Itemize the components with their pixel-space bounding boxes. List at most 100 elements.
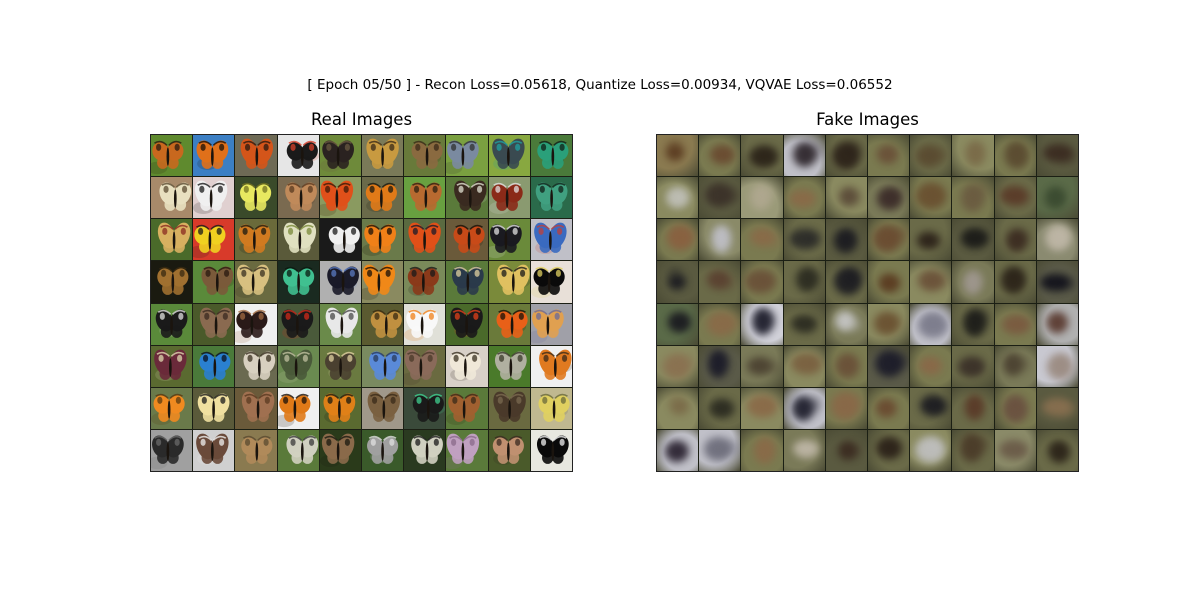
fake-image-tile xyxy=(783,429,825,471)
real-image-tile xyxy=(319,177,361,219)
real-image-tile xyxy=(362,429,404,471)
fake-images-grid xyxy=(656,134,1079,472)
real-image-tile xyxy=(235,345,277,387)
real-image-tile xyxy=(530,429,572,471)
fake-image-tile xyxy=(783,177,825,219)
real-image-tile xyxy=(151,261,193,303)
real-image-tile xyxy=(362,219,404,261)
fake-image-tile xyxy=(825,387,867,429)
real-image-tile xyxy=(488,135,530,177)
real-image-tile xyxy=(446,219,488,261)
fake-image-tile xyxy=(741,135,783,177)
real-image-tile xyxy=(235,429,277,471)
fake-image-tile xyxy=(699,135,741,177)
real-image-tile xyxy=(319,387,361,429)
fake-image-tile xyxy=(699,261,741,303)
real-image-tile xyxy=(235,177,277,219)
fake-image-tile xyxy=(1036,345,1078,387)
real-images-title: Real Images xyxy=(310,110,413,129)
fake-image-tile xyxy=(868,429,910,471)
real-image-tile xyxy=(446,261,488,303)
fake-image-tile xyxy=(868,345,910,387)
real-image-tile xyxy=(277,387,319,429)
real-image-tile xyxy=(404,135,446,177)
fake-image-tile xyxy=(825,177,867,219)
real-image-tile xyxy=(362,177,404,219)
real-image-tile xyxy=(404,261,446,303)
figure-title: [ Epoch 05/50 ] - Recon Loss=0.05618, Qu… xyxy=(307,77,893,93)
real-image-tile xyxy=(151,345,193,387)
fake-image-tile xyxy=(910,345,952,387)
fake-image-tile xyxy=(910,261,952,303)
fake-image-tile xyxy=(1036,429,1078,471)
real-image-tile xyxy=(488,303,530,345)
real-image-tile xyxy=(446,303,488,345)
real-image-tile xyxy=(277,135,319,177)
fake-image-tile xyxy=(868,177,910,219)
real-image-tile xyxy=(530,261,572,303)
real-image-tile xyxy=(362,135,404,177)
fake-image-tile xyxy=(657,387,699,429)
fake-image-tile xyxy=(952,345,994,387)
fake-image-tile xyxy=(699,177,741,219)
real-image-tile xyxy=(488,261,530,303)
fake-image-tile xyxy=(657,345,699,387)
real-image-tile xyxy=(193,303,235,345)
fake-image-tile xyxy=(910,219,952,261)
real-image-tile xyxy=(277,429,319,471)
real-image-tile xyxy=(530,303,572,345)
real-image-tile xyxy=(277,303,319,345)
fake-image-tile xyxy=(783,303,825,345)
real-image-tile xyxy=(319,345,361,387)
real-image-tile xyxy=(151,387,193,429)
fake-image-tile xyxy=(952,303,994,345)
real-image-tile xyxy=(488,345,530,387)
fake-image-tile xyxy=(994,135,1036,177)
real-image-tile xyxy=(193,177,235,219)
real-image-tile xyxy=(446,429,488,471)
fake-image-tile xyxy=(952,387,994,429)
real-image-tile xyxy=(530,135,572,177)
fake-image-tile xyxy=(952,219,994,261)
real-image-tile xyxy=(446,387,488,429)
fake-image-tile xyxy=(910,135,952,177)
real-image-tile xyxy=(193,345,235,387)
real-image-tile xyxy=(362,261,404,303)
fake-image-tile xyxy=(952,177,994,219)
real-image-tile xyxy=(235,219,277,261)
fake-image-tile xyxy=(699,345,741,387)
fake-image-tile xyxy=(1036,177,1078,219)
fake-image-tile xyxy=(699,303,741,345)
real-image-tile xyxy=(319,135,361,177)
fake-image-tile xyxy=(741,219,783,261)
real-image-tile xyxy=(151,177,193,219)
fake-image-tile xyxy=(868,387,910,429)
real-image-tile xyxy=(362,345,404,387)
fake-image-tile xyxy=(868,261,910,303)
real-image-tile xyxy=(235,261,277,303)
real-images-grid xyxy=(150,134,573,472)
real-image-tile xyxy=(488,429,530,471)
fake-image-tile xyxy=(657,219,699,261)
fake-images-title: Fake Images xyxy=(816,110,919,129)
real-image-tile xyxy=(193,429,235,471)
real-image-tile xyxy=(277,219,319,261)
fake-image-tile xyxy=(699,429,741,471)
real-image-tile xyxy=(362,387,404,429)
real-image-tile xyxy=(235,303,277,345)
fake-image-tile xyxy=(783,345,825,387)
fake-image-tile xyxy=(783,135,825,177)
fake-image-tile xyxy=(825,429,867,471)
fake-image-tile xyxy=(783,219,825,261)
real-image-tile xyxy=(404,219,446,261)
real-image-tile xyxy=(235,135,277,177)
fake-image-tile xyxy=(994,303,1036,345)
fake-image-tile xyxy=(699,387,741,429)
fake-image-tile xyxy=(825,219,867,261)
fake-image-tile xyxy=(657,261,699,303)
fake-image-tile xyxy=(825,303,867,345)
fake-image-tile xyxy=(994,429,1036,471)
real-image-tile xyxy=(319,219,361,261)
fake-image-tile xyxy=(910,177,952,219)
fake-image-tile xyxy=(741,303,783,345)
